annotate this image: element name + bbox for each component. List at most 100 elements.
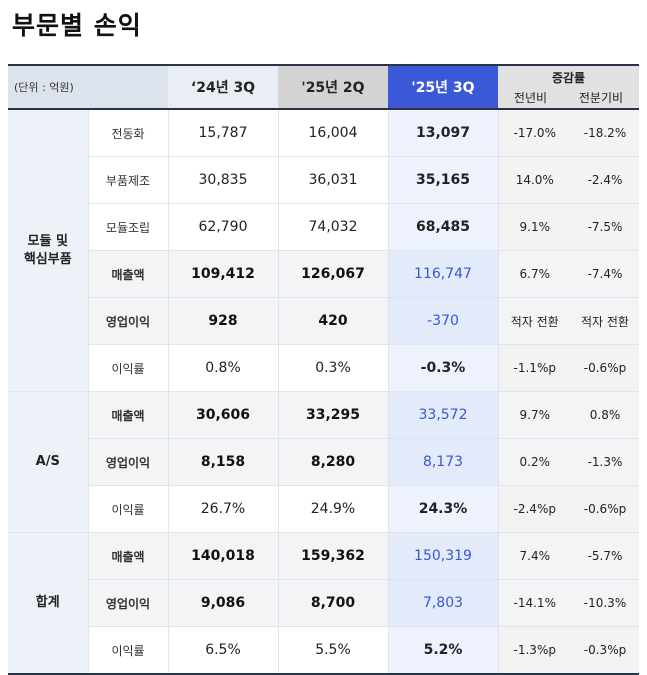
cell-25-3q: 150,319 — [387, 532, 498, 580]
change-label: 증감률 — [551, 70, 586, 85]
table-row: 영업이익 928 420 -370 적자 전환 적자 전환 — [8, 297, 639, 345]
cell-qoq: -18.2% — [571, 109, 639, 157]
cell-yoy: 적자 전환 — [497, 297, 571, 345]
segment-pl-table: (단위 : 억원) ‘24년 3Q '25년 2Q '25년 3Q 증감률 전년… — [8, 64, 639, 675]
cell-25-3q: 68,485 — [387, 203, 498, 251]
cell-25-3q: 33,572 — [387, 391, 498, 439]
cell-25-3q: -0.3% — [387, 344, 498, 392]
cell-yoy: 0.2% — [497, 438, 571, 486]
cell-yoy: -1.3%p — [497, 626, 571, 675]
cell-yoy: 7.4% — [497, 532, 571, 580]
page-title: 부문별 손익 — [12, 11, 142, 40]
table-row: 모듈조립 62,790 74,032 68,485 9.1% -7.5% — [8, 203, 639, 251]
table-row: 합계 매출액 140,018 159,362 150,319 7.4% -5.7… — [8, 532, 639, 675]
table-row: 이익률 0.8% 0.3% -0.3% -1.1%p -0.6%p — [8, 344, 639, 392]
cell-yoy: 6.7% — [497, 250, 571, 298]
cell-25-2q: 16,004 — [277, 109, 388, 157]
cell-25-3q: 24.3% — [387, 485, 498, 533]
table-row: 영업이익 8,158 8,280 8,173 0.2% -1.3% — [8, 438, 639, 486]
cell-25-2q: 5.5% — [277, 626, 388, 675]
cell-qoq: -10.3% — [571, 579, 639, 627]
row-label: 매출액 — [87, 532, 168, 580]
cell-24-3q: 0.8% — [167, 344, 278, 392]
row-label: 이익률 — [87, 626, 168, 675]
row-label: 영업이익 — [87, 579, 168, 627]
cell-qoq: -0.6%p — [571, 344, 639, 392]
row-label: 모듈조립 — [87, 203, 168, 251]
cell-24-3q: 30,835 — [167, 156, 278, 204]
cell-25-2q: 24.9% — [277, 485, 388, 533]
cell-24-3q: 928 — [167, 297, 278, 345]
segment-module: 모듈 및 핵심부품 — [8, 109, 88, 392]
cell-25-3q: 13,097 — [387, 109, 498, 157]
cell-24-3q: 8,158 — [167, 438, 278, 486]
table-row: 부품제조 30,835 36,031 35,165 14.0% -2.4% — [8, 156, 639, 204]
row-label: 전동화 — [87, 109, 168, 157]
cell-24-3q: 26.7% — [167, 485, 278, 533]
cell-25-2q: 420 — [277, 297, 388, 345]
col-header-25-2q: '25년 2Q — [278, 64, 388, 110]
table-row: 매출액 109,412 126,067 116,747 6.7% -7.4% — [8, 250, 639, 298]
col-header-24-3q: ‘24년 3Q — [168, 64, 278, 110]
cell-qoq: 적자 전환 — [571, 297, 639, 345]
col-header-25-3q: '25년 3Q — [388, 64, 498, 110]
table-row: 이익률 26.7% 24.9% 24.3% -2.4%p -0.6%p — [8, 485, 639, 533]
cell-25-3q: 8,173 — [387, 438, 498, 486]
table-header-row: (단위 : 억원) ‘24년 3Q '25년 2Q '25년 3Q 증감률 전년… — [8, 64, 639, 110]
row-label: 영업이익 — [87, 438, 168, 486]
cell-yoy: -14.1% — [497, 579, 571, 627]
qoq-label: 전분기비 — [578, 90, 624, 105]
row-label: 매출액 — [87, 391, 168, 439]
cell-qoq: -7.5% — [571, 203, 639, 251]
cell-25-3q: 116,747 — [387, 250, 498, 298]
cell-25-2q: 33,295 — [277, 391, 388, 439]
cell-25-2q: 159,362 — [277, 532, 388, 580]
cell-qoq: -5.7% — [571, 532, 639, 580]
cell-yoy: -1.1%p — [497, 344, 571, 392]
cell-qoq: -0.6%p — [571, 485, 639, 533]
cell-qoq: -7.4% — [571, 250, 639, 298]
table-row: 영업이익 9,086 8,700 7,803 -14.1% -10.3% — [8, 579, 639, 627]
cell-25-3q: 5.2% — [387, 626, 498, 675]
cell-24-3q: 109,412 — [167, 250, 278, 298]
cell-yoy: 9.7% — [497, 391, 571, 439]
cell-yoy: 14.0% — [497, 156, 571, 204]
segment-as: A/S — [8, 391, 88, 533]
cell-24-3q: 6.5% — [167, 626, 278, 675]
row-label: 부품제조 — [87, 156, 168, 204]
cell-25-2q: 36,031 — [277, 156, 388, 204]
segment-total: 합계 — [8, 532, 88, 675]
cell-24-3q: 140,018 — [167, 532, 278, 580]
table-row: 이익률 6.5% 5.5% 5.2% -1.3%p -0.3%p — [8, 626, 639, 675]
segment-module-line1: 모듈 및 — [27, 233, 68, 249]
cell-24-3q: 62,790 — [167, 203, 278, 251]
row-label: 매출액 — [87, 250, 168, 298]
cell-yoy: 9.1% — [497, 203, 571, 251]
cell-25-3q: 35,165 — [387, 156, 498, 204]
cell-qoq: -2.4% — [571, 156, 639, 204]
table-row: 모듈 및 핵심부품 전동화 15,787 16,004 13,097 -17.0… — [8, 109, 639, 392]
cell-24-3q: 15,787 — [167, 109, 278, 157]
row-label: 이익률 — [87, 344, 168, 392]
cell-yoy: -2.4%p — [497, 485, 571, 533]
cell-25-3q: 7,803 — [387, 579, 498, 627]
cell-25-2q: 0.3% — [277, 344, 388, 392]
yoy-label: 전년비 — [513, 90, 548, 105]
row-label: 이익률 — [87, 485, 168, 533]
table-row: A/S 매출액 30,606 33,295 33,572 9.7% 0.8% — [8, 391, 639, 533]
cell-qoq: -1.3% — [571, 438, 639, 486]
cell-25-3q: -370 — [387, 297, 498, 345]
cell-24-3q: 30,606 — [167, 391, 278, 439]
cell-qoq: 0.8% — [571, 391, 639, 439]
segment-module-line2: 핵심부품 — [23, 251, 72, 267]
col-header-change: 증감률 전년비 전분기비 — [498, 64, 639, 110]
cell-25-2q: 8,280 — [277, 438, 388, 486]
row-label: 영업이익 — [87, 297, 168, 345]
cell-qoq: -0.3%p — [571, 626, 639, 675]
cell-25-2q: 74,032 — [277, 203, 388, 251]
cell-25-2q: 8,700 — [277, 579, 388, 627]
cell-25-2q: 126,067 — [277, 250, 388, 298]
cell-yoy: -17.0% — [497, 109, 571, 157]
cell-24-3q: 9,086 — [167, 579, 278, 627]
unit-label: (단위 : 억원) — [8, 64, 168, 110]
